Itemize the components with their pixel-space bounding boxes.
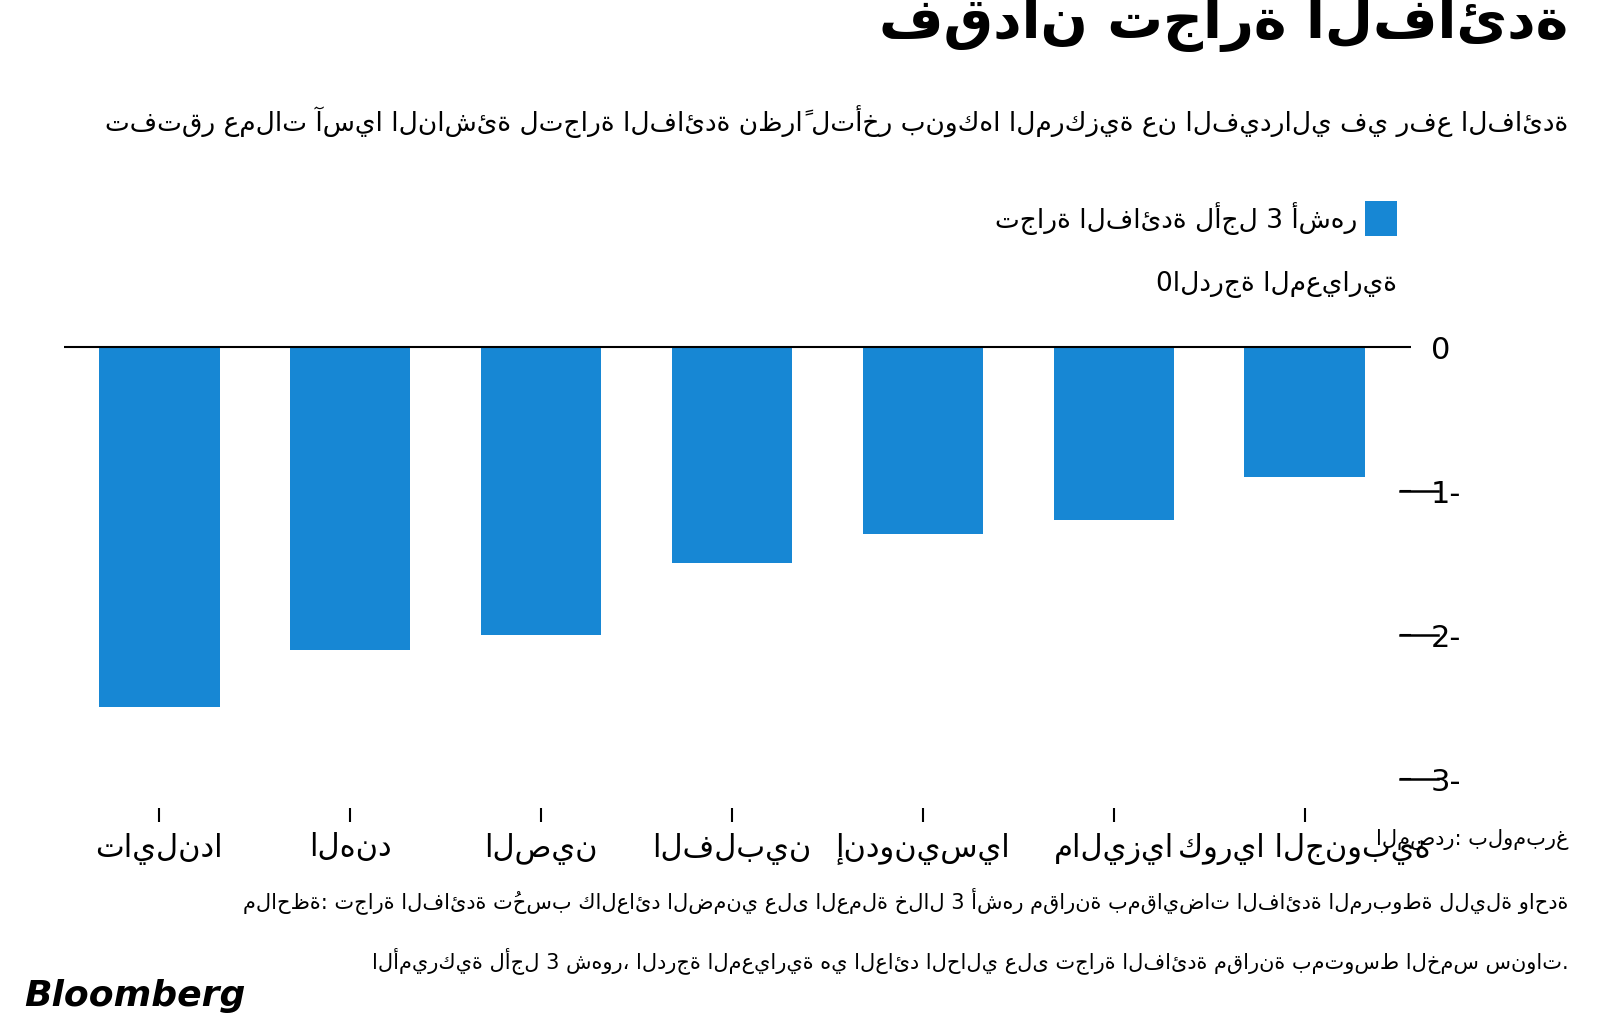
Text: 0الدرجة المعيارية: 0الدرجة المعيارية: [1157, 271, 1397, 298]
Bar: [672, 347, 792, 564]
Bar: [482, 347, 602, 635]
Bar: [99, 347, 219, 707]
Text: فقدان تجارة الفائدة: فقدان تجارة الفائدة: [878, 0, 1568, 52]
Text: الأميركية لأجل 3 شهور، الدرجة المعيارية هي العائد الحالي على تجارة الفائدة مقارن: الأميركية لأجل 3 شهور، الدرجة المعيارية …: [371, 947, 1568, 974]
Bar: [1245, 347, 1365, 477]
Text: ملاحظة: تجارة الفائدة تُحسب كالعائد الضمني على العملة خلال 3 أشهر مقارنة بمقايضا: ملاحظة: تجارة الفائدة تُحسب كالعائد الضم…: [243, 887, 1568, 915]
FancyBboxPatch shape: [1365, 202, 1397, 236]
Text: Bloomberg: Bloomberg: [24, 979, 245, 1013]
Text: المصدر: بلومبرغ: المصدر: بلومبرغ: [1376, 830, 1568, 850]
Bar: [862, 347, 982, 534]
Bar: [290, 347, 411, 650]
Bar: [1053, 347, 1174, 520]
Text: تفتقر عملات آسيا الناشئة لتجارة الفائدة نظراً لتأخر بنوكها المركزية عن الفيدرالي: تفتقر عملات آسيا الناشئة لتجارة الفائدة …: [106, 105, 1568, 138]
Text: تجارة الفائدة لأجل 3 أشهر: تجارة الفائدة لأجل 3 أشهر: [995, 203, 1357, 235]
